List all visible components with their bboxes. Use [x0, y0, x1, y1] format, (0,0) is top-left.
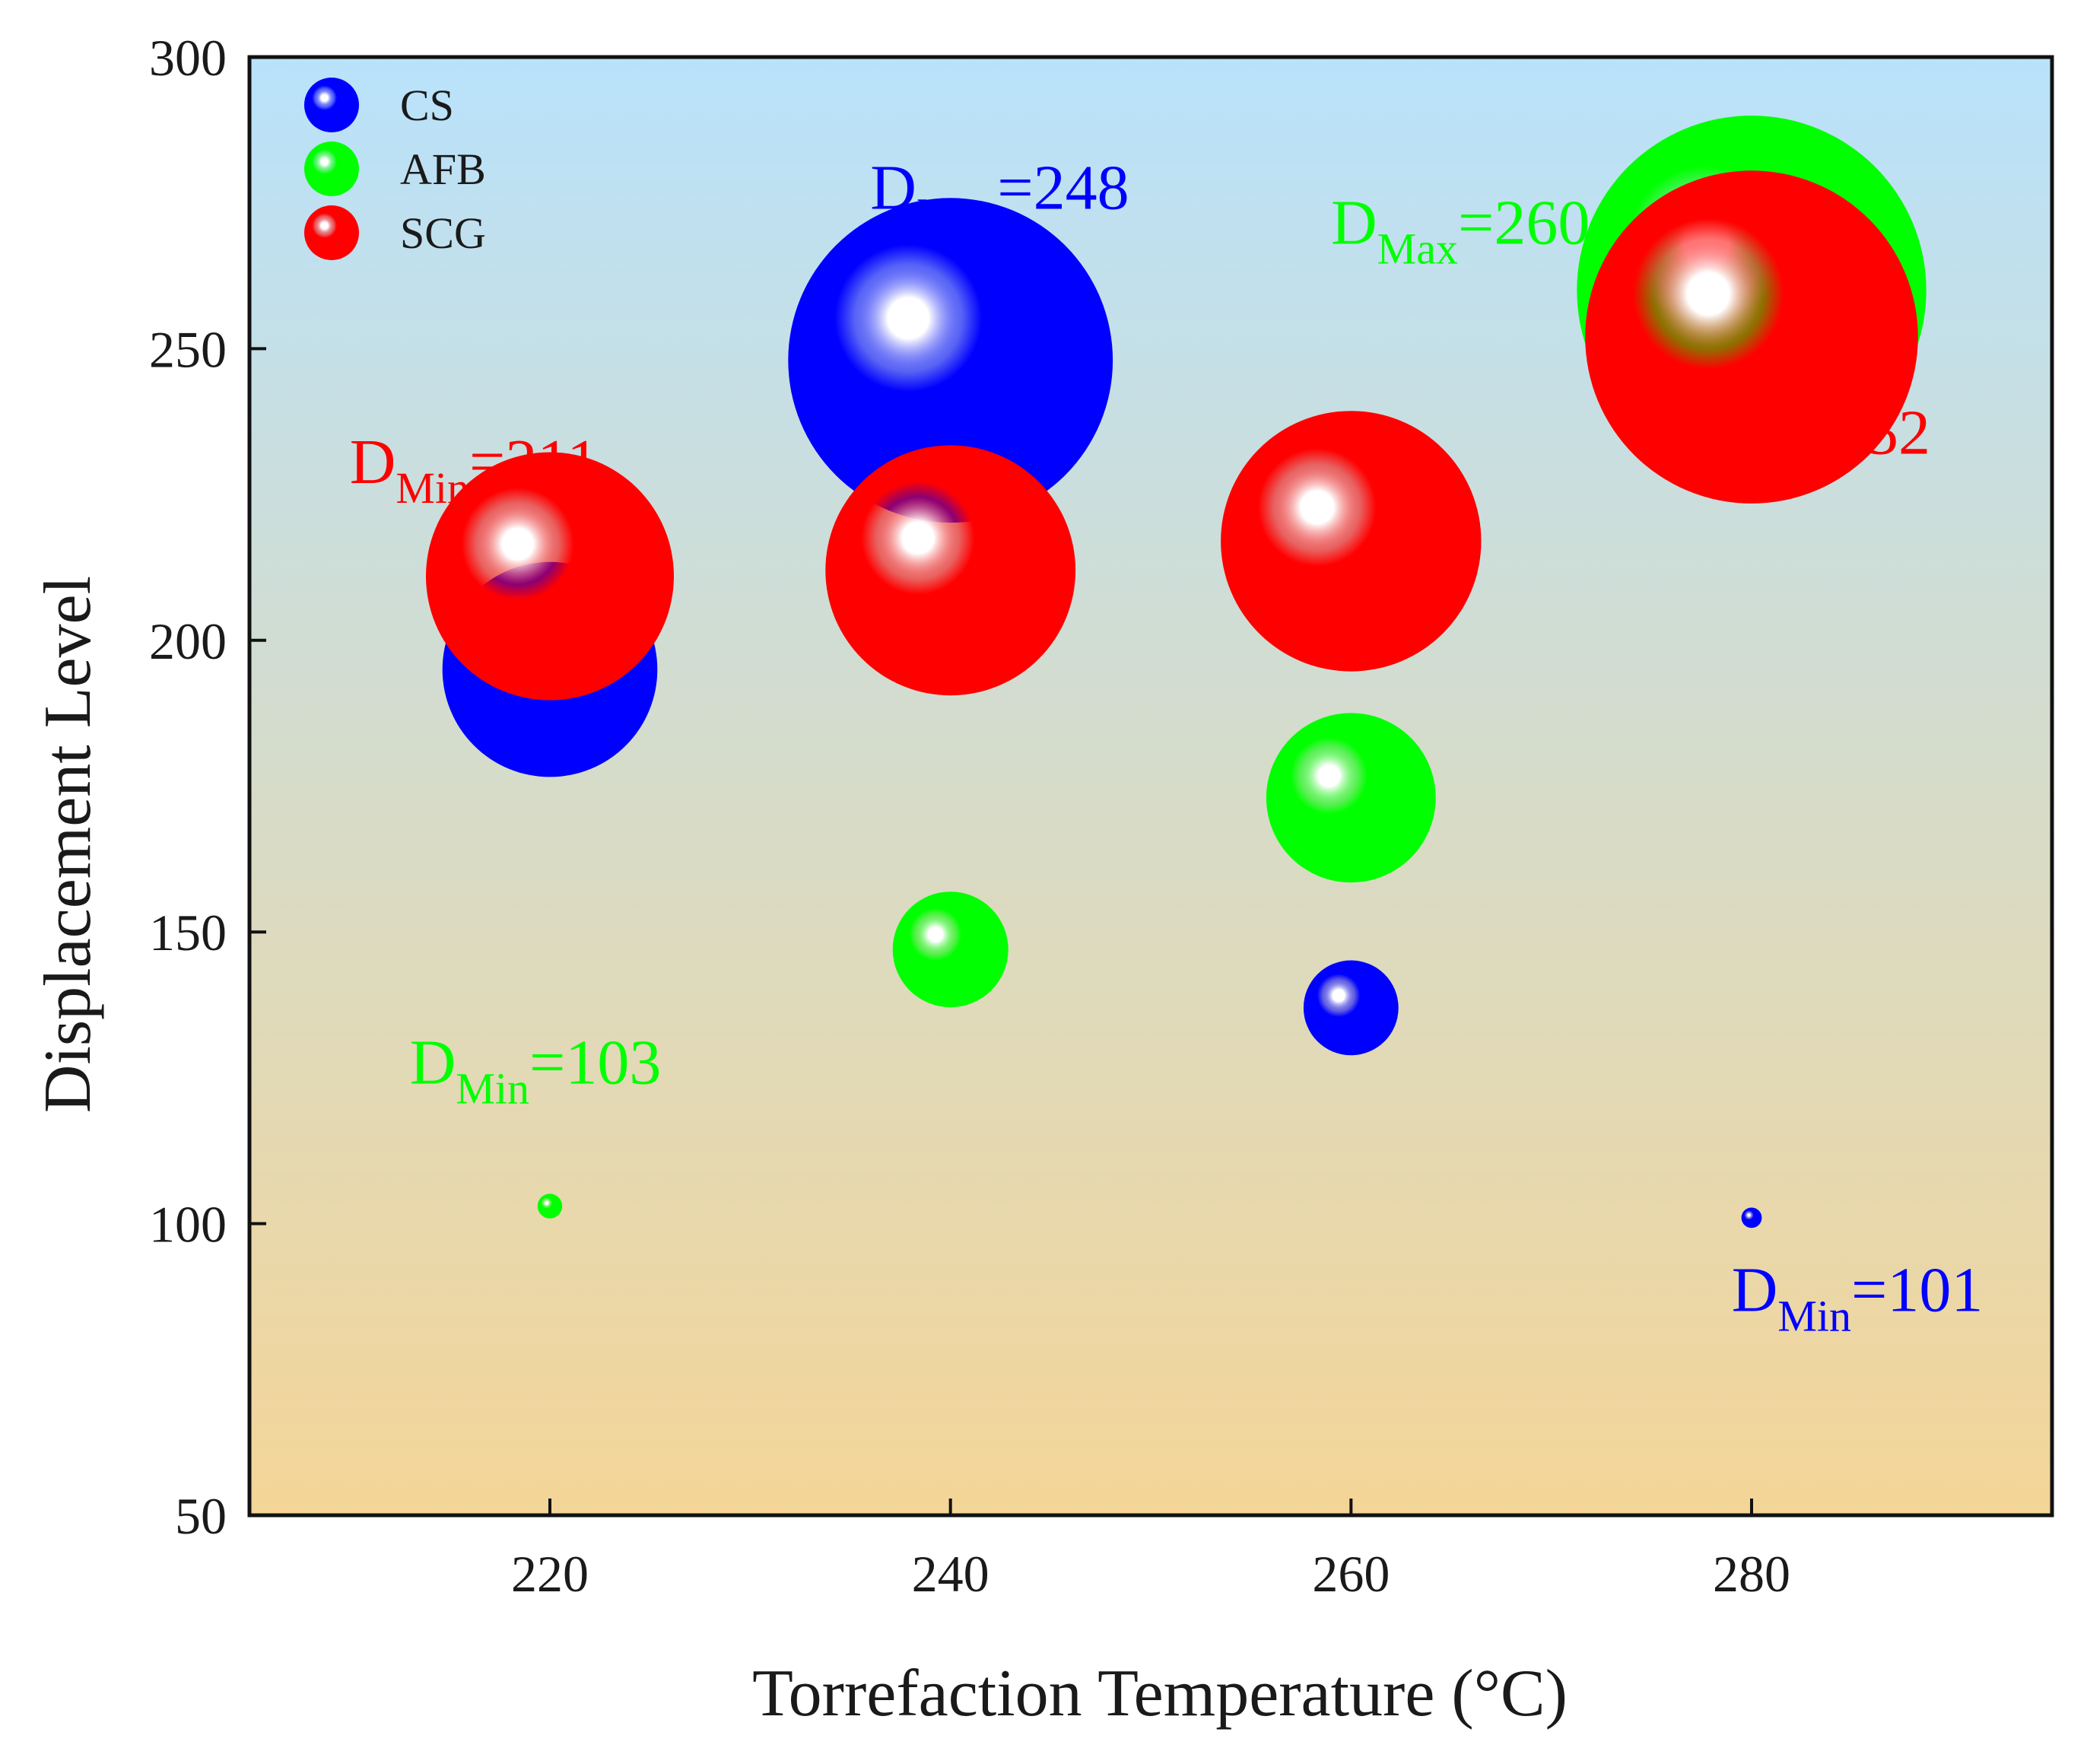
y-tick-label: 50 [175, 1487, 227, 1545]
bubble-scg-280 [1585, 170, 1918, 504]
x-tick-label: 260 [1312, 1545, 1390, 1603]
y-axis-title: Displacement Level [31, 576, 105, 1113]
bubble-scg-220 [426, 452, 674, 701]
legend-marker-afb [304, 141, 359, 196]
legend-label-cs: CS [400, 81, 454, 130]
x-tick-label: 280 [1713, 1545, 1790, 1603]
bubble-cs-240 [788, 198, 1113, 523]
bubble-afb-240 [892, 892, 1009, 1008]
y-axis: 50 100 150 200 250 300 [149, 29, 266, 1545]
bubbles-layer [426, 116, 1927, 1228]
annotation-max-scg: DMax=252 [1672, 397, 1930, 483]
y-tick-label: 100 [149, 1196, 227, 1254]
bubble-scg-260 [1221, 411, 1482, 672]
y-tick-label: 200 [149, 612, 227, 670]
legend: CS AFB SCG [304, 78, 486, 260]
plot-frame [247, 55, 2054, 1518]
bubble-cs-280 [1741, 1207, 1762, 1228]
bubble-afb-220 [537, 1193, 563, 1219]
legend-marker-scg [304, 205, 359, 260]
x-axis: 220 240 260 280 [511, 1499, 1790, 1603]
bubble-afb-260 [1266, 713, 1436, 883]
y-tick-label: 250 [149, 320, 227, 378]
annotation-min-afb: DMin=103 [410, 1028, 662, 1114]
x-tick-label: 240 [912, 1545, 989, 1603]
y-tick-label: 150 [149, 904, 227, 961]
bubble-scg-240 [825, 445, 1076, 696]
legend-label-afb: AFB [400, 145, 486, 194]
legend-label-scg: SCG [400, 208, 486, 258]
x-axis-title: Torrefaction Temperature (°C) [752, 1657, 1568, 1731]
bubble-cs-260 [1303, 960, 1399, 1056]
annotation-max-cs: DMax=248 [870, 152, 1129, 238]
annotation-min-scg: DMin=211 [350, 427, 599, 513]
annotations-layer: DMax=248 DMin=101 DMax=260 DMin=103 DMax=252… [350, 152, 1984, 1340]
x-tick-label: 220 [511, 1545, 589, 1603]
y-tick-label: 300 [149, 29, 227, 87]
annotation-max-afb: DMax=260 [1331, 187, 1590, 273]
annotation-min-cs: DMin=101 [1732, 1255, 1984, 1341]
legend-marker-cs [304, 78, 359, 132]
